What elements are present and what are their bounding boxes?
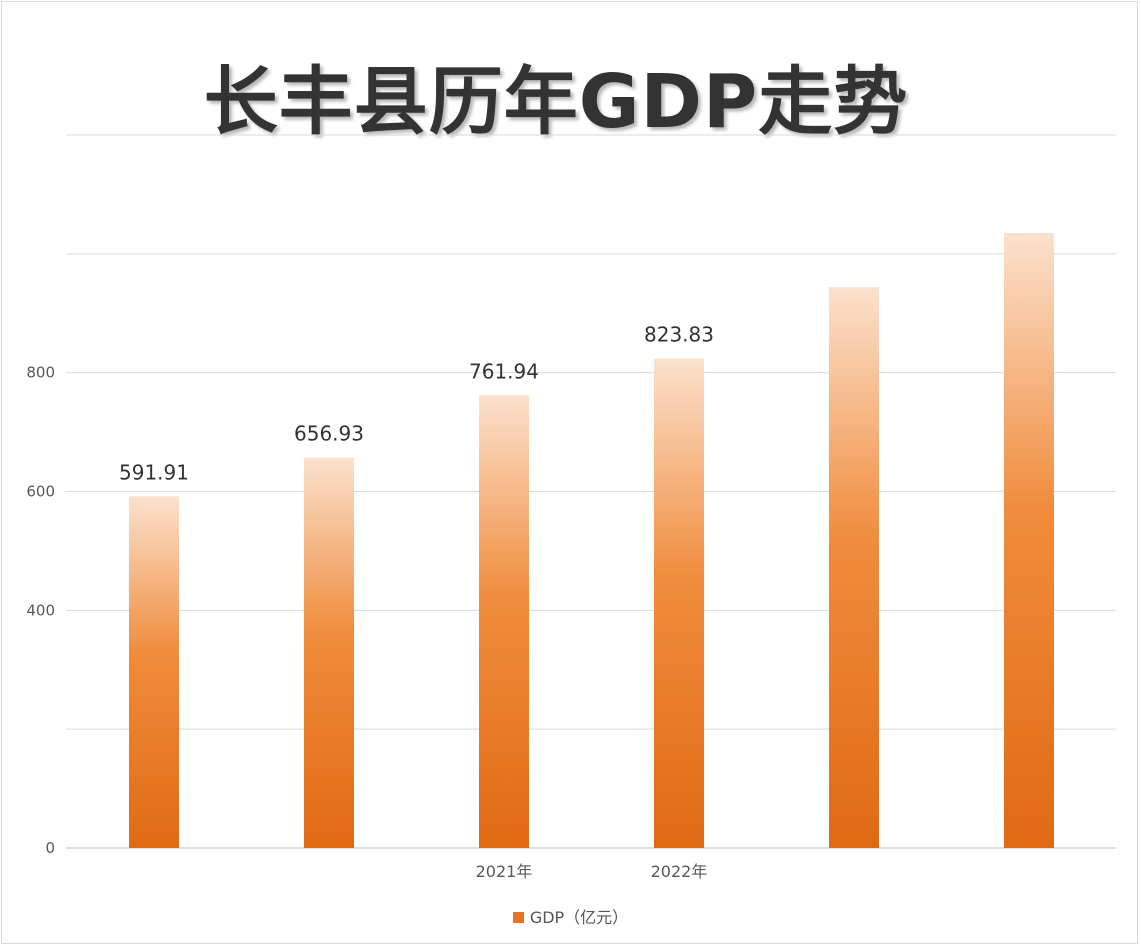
bar [304,457,354,848]
bar [1004,233,1054,849]
data-label: 761.94 [469,359,539,383]
y-tick-label: 0 [45,839,55,857]
y-axis-ticks: 0 400 600 800 [26,364,55,857]
bar [129,496,179,848]
legend-swatch [512,912,524,923]
data-label: 656.93 [294,422,364,446]
bars [129,233,1054,849]
legend: GDP（亿元） [0,904,1141,928]
legend-label: GDP（亿元） [529,908,629,927]
x-tick-label: 2022年 [651,862,708,881]
data-labels: 591.91 656.93 761.94 823.83 [119,323,714,485]
y-tick-label: 600 [26,483,55,501]
gridlines [66,134,1116,849]
x-axis-ticks: 2021年 2022年 [476,862,708,881]
bar [654,358,704,848]
chart-title: 长丰县历年GDP走势 [203,59,909,145]
data-label: 591.91 [119,460,189,484]
y-tick-label: 800 [26,364,55,382]
x-tick-label: 2021年 [476,862,533,881]
data-label: 823.83 [644,323,714,347]
bar [829,287,879,848]
bar [479,395,529,848]
y-tick-label: 400 [26,601,55,619]
